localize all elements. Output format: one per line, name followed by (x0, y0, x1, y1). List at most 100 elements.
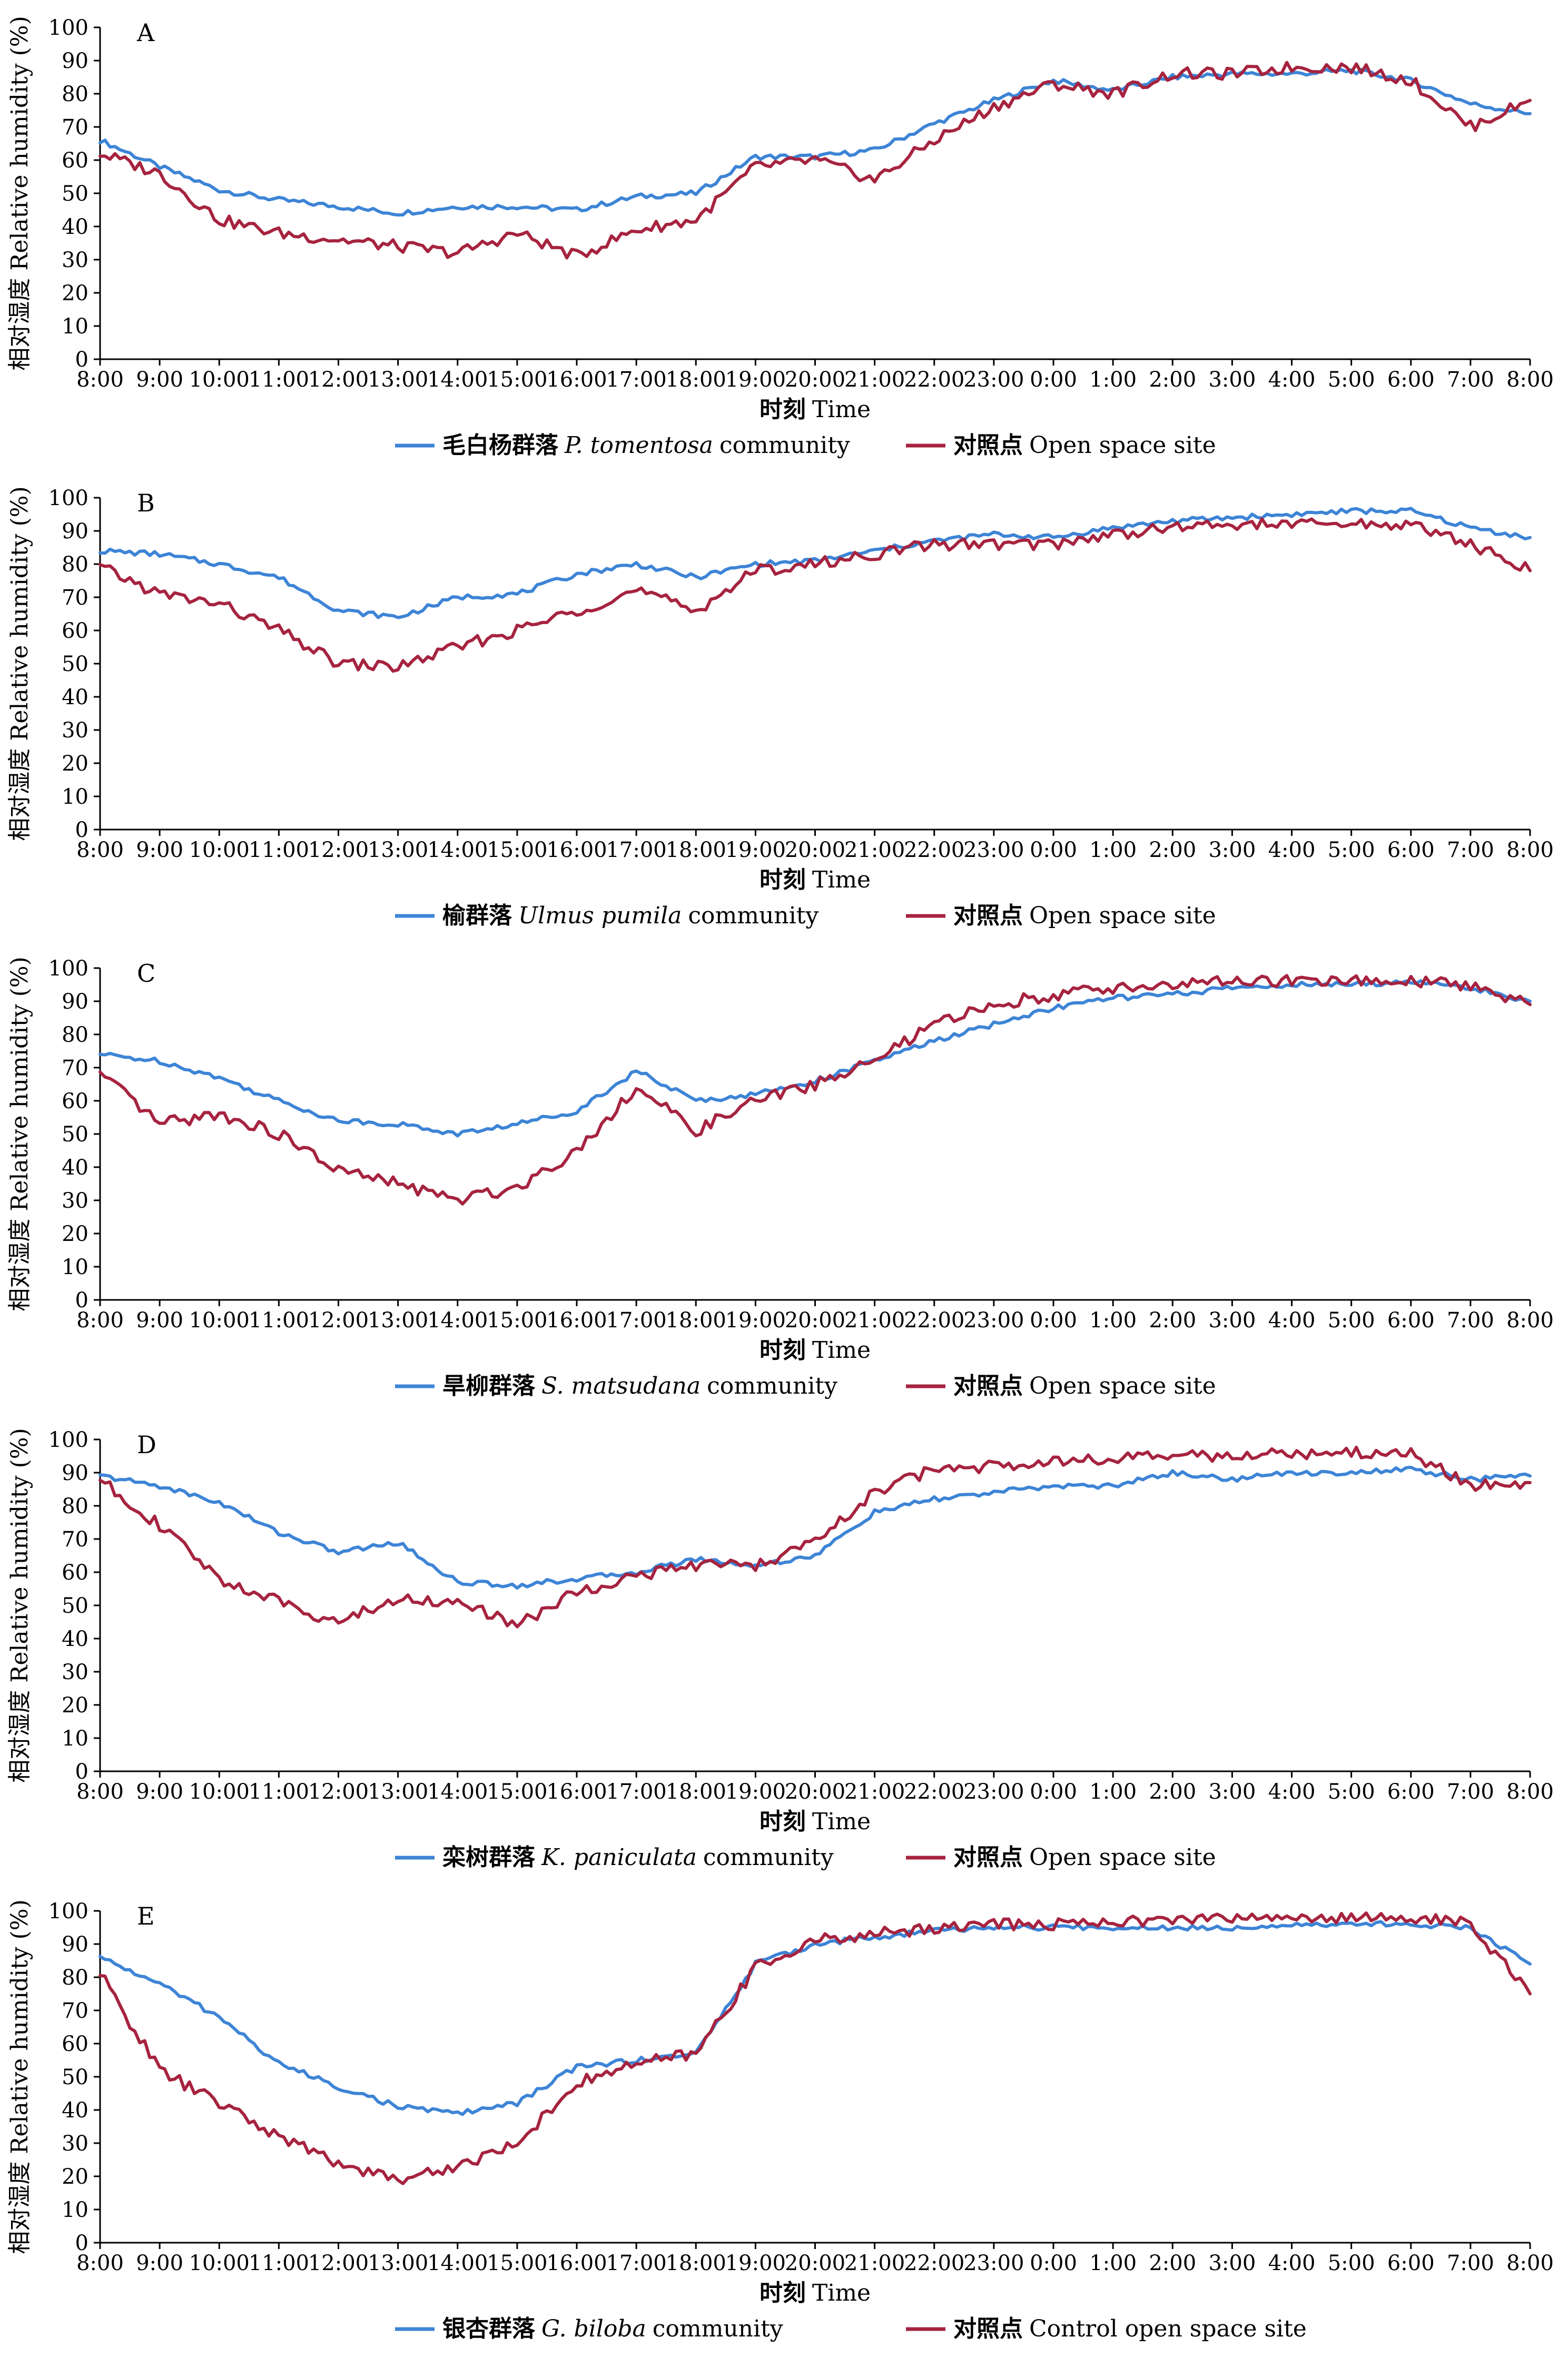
y-tick-label: 20 (62, 281, 88, 305)
y-tick-label: 100 (48, 1428, 88, 1452)
x-tick-label: 23:00 (963, 2251, 1024, 2275)
x-tick-label: 8:00 (1506, 368, 1554, 392)
x-tick-label: 19:00 (725, 838, 786, 862)
y-tick-label: 20 (62, 1222, 88, 1246)
x-tick-label: 0:00 (1030, 368, 1077, 392)
x-tick-label: 16:00 (546, 2251, 607, 2275)
x-tick-label: 8:00 (1506, 1308, 1554, 1333)
x-tick-label: 9:00 (136, 838, 183, 862)
y-tick-label: 20 (62, 1693, 88, 1718)
x-tick-label: 8:00 (76, 1308, 124, 1333)
x-tick-label: 11:00 (249, 368, 309, 392)
legend-label-en: community (703, 1844, 834, 1871)
x-tick-label: 19:00 (725, 1780, 786, 1804)
y-axis-label: 相对湿度 Relative humidity (%) (6, 486, 33, 841)
chart-panel-e: 0 10 20 30 40 50 60 70 80 90 100 8:00 9:00 10:0011:00… (6, 1899, 1554, 2342)
x-tick-label: 19:00 (725, 1308, 786, 1333)
x-tick-label: 17:00 (606, 368, 666, 392)
legend-label-species: Ulmus pumila (518, 902, 682, 929)
y-tick-label: 90 (62, 49, 88, 73)
community-series-line (98, 1920, 1532, 2116)
control-series-line (98, 974, 1532, 1206)
x-tick-label: 19:00 (725, 2251, 786, 2275)
x-tick-label: 0:00 (1030, 838, 1077, 862)
x-tick-label: 4:00 (1268, 2251, 1316, 2275)
x-tick-label: 3:00 (1208, 368, 1256, 392)
legend-label-en: Open space site (1029, 1373, 1216, 1399)
y-tick-label: 0 (75, 1288, 88, 1313)
y-tick-label: 10 (62, 1727, 88, 1751)
y-tick-label: 100 (48, 486, 88, 510)
y-tick-label: 80 (62, 82, 88, 106)
legend-label-en: community (653, 2315, 783, 2342)
legend-entry: 对照点 Open space site (953, 902, 1216, 929)
x-tick-label: 1:00 (1089, 1308, 1137, 1333)
x-axis-label-zh: 时刻 (760, 1337, 806, 1364)
y-tick-label: 90 (62, 990, 88, 1014)
x-axis-label-en: Time (812, 396, 871, 423)
x-tick-label: 18:00 (666, 1780, 726, 1804)
y-tick-label: 70 (62, 115, 88, 140)
x-tick-label: 7:00 (1447, 2251, 1494, 2275)
x-tick-label: 20:00 (785, 2251, 845, 2275)
y-tick-label: 30 (62, 1189, 88, 1213)
legend-entry: 对照点 Open space site (953, 1844, 1216, 1871)
x-tick-label: 7:00 (1447, 1780, 1494, 1804)
x-tick-label: 18:00 (666, 1308, 726, 1333)
y-tick-label: 70 (62, 1527, 88, 1552)
x-axis-label: 时刻 Time (760, 866, 871, 893)
legend-label-zh: 榆群落 (442, 902, 512, 929)
x-axis-label-zh: 时刻 (760, 1808, 806, 1835)
x-tick-label: 5:00 (1328, 368, 1375, 392)
x-axis-label-zh: 时刻 (760, 2280, 806, 2306)
legend-label-en: Open space site (1029, 432, 1216, 459)
y-axis-label: 相对湿度 Relative humidity (%) (6, 1899, 33, 2254)
x-tick-label: 3:00 (1208, 1308, 1256, 1333)
x-tick-label: 19:00 (725, 368, 786, 392)
x-axis-label: 时刻 Time (760, 1337, 871, 1364)
legend-entry: 银杏群落 G. biloba community (442, 2315, 783, 2342)
x-tick-label: 21:00 (844, 838, 905, 862)
x-tick-label: 22:00 (904, 1308, 964, 1333)
x-tick-label: 15:00 (487, 2251, 547, 2275)
x-tick-label: 14:00 (427, 368, 488, 392)
y-tick-label: 50 (62, 2065, 88, 2089)
y-tick-label: 30 (62, 2132, 88, 2156)
x-tick-label: 0:00 (1030, 1780, 1077, 1804)
x-tick-label: 8:00 (1506, 1780, 1554, 1804)
x-tick-label: 17:00 (606, 1308, 666, 1333)
x-tick-label: 12:00 (308, 2251, 369, 2275)
x-tick-label: 4:00 (1268, 838, 1316, 862)
y-tick-label: 80 (62, 553, 88, 577)
x-tick-label: 10:00 (189, 368, 250, 392)
x-tick-label: 0:00 (1030, 1308, 1077, 1333)
control-series-line (98, 61, 1532, 260)
x-tick-label: 14:00 (427, 838, 488, 862)
x-tick-label: 21:00 (844, 368, 905, 392)
x-tick-label: 3:00 (1208, 838, 1256, 862)
x-tick-label: 18:00 (666, 838, 726, 862)
y-tick-label: 0 (75, 818, 88, 842)
x-tick-label: 22:00 (904, 838, 964, 862)
y-tick-label: 40 (62, 685, 88, 709)
y-tick-label: 30 (62, 248, 88, 272)
community-series-line (98, 507, 1532, 619)
x-tick-label: 9:00 (136, 1780, 183, 1804)
y-tick-label: 100 (48, 956, 88, 981)
x-tick-label: 23:00 (963, 1780, 1024, 1804)
x-tick-label: 22:00 (904, 1780, 964, 1804)
x-tick-label: 11:00 (249, 838, 309, 862)
community-series-line (98, 68, 1532, 217)
x-tick-label: 2:00 (1149, 1780, 1196, 1804)
legend-entry: 对照点 Control open space site (953, 2315, 1307, 2342)
x-tick-label: 23:00 (963, 1308, 1024, 1333)
x-tick-label: 9:00 (136, 368, 183, 392)
y-tick-label: 90 (62, 519, 88, 544)
x-tick-label: 21:00 (844, 2251, 905, 2275)
y-tick-label: 20 (62, 752, 88, 776)
x-tick-label: 2:00 (1149, 368, 1196, 392)
y-tick-label: 60 (62, 619, 88, 643)
x-tick-label: 13:00 (368, 1780, 428, 1804)
x-tick-label: 16:00 (546, 368, 607, 392)
